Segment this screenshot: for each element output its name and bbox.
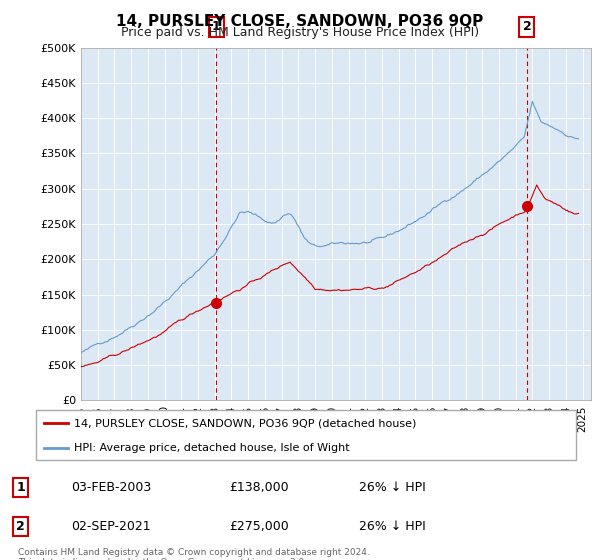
Text: 14, PURSLEY CLOSE, SANDOWN, PO36 9QP: 14, PURSLEY CLOSE, SANDOWN, PO36 9QP	[116, 14, 484, 29]
Text: 03-FEB-2003: 03-FEB-2003	[71, 480, 151, 494]
Text: 14, PURSLEY CLOSE, SANDOWN, PO36 9QP (detached house): 14, PURSLEY CLOSE, SANDOWN, PO36 9QP (de…	[74, 418, 416, 428]
Text: Contains HM Land Registry data © Crown copyright and database right 2024.
This d: Contains HM Land Registry data © Crown c…	[18, 548, 370, 560]
Text: £275,000: £275,000	[229, 520, 289, 533]
Text: 26% ↓ HPI: 26% ↓ HPI	[359, 480, 425, 494]
FancyBboxPatch shape	[36, 410, 576, 460]
Text: 02-SEP-2021: 02-SEP-2021	[71, 520, 151, 533]
Text: 2: 2	[523, 21, 532, 34]
Text: HPI: Average price, detached house, Isle of Wight: HPI: Average price, detached house, Isle…	[74, 442, 350, 452]
Text: Price paid vs. HM Land Registry's House Price Index (HPI): Price paid vs. HM Land Registry's House …	[121, 26, 479, 39]
Text: 2: 2	[16, 520, 25, 533]
Text: £138,000: £138,000	[229, 480, 289, 494]
Text: 1: 1	[212, 21, 221, 34]
Text: 1: 1	[16, 480, 25, 494]
Text: 26% ↓ HPI: 26% ↓ HPI	[359, 520, 425, 533]
